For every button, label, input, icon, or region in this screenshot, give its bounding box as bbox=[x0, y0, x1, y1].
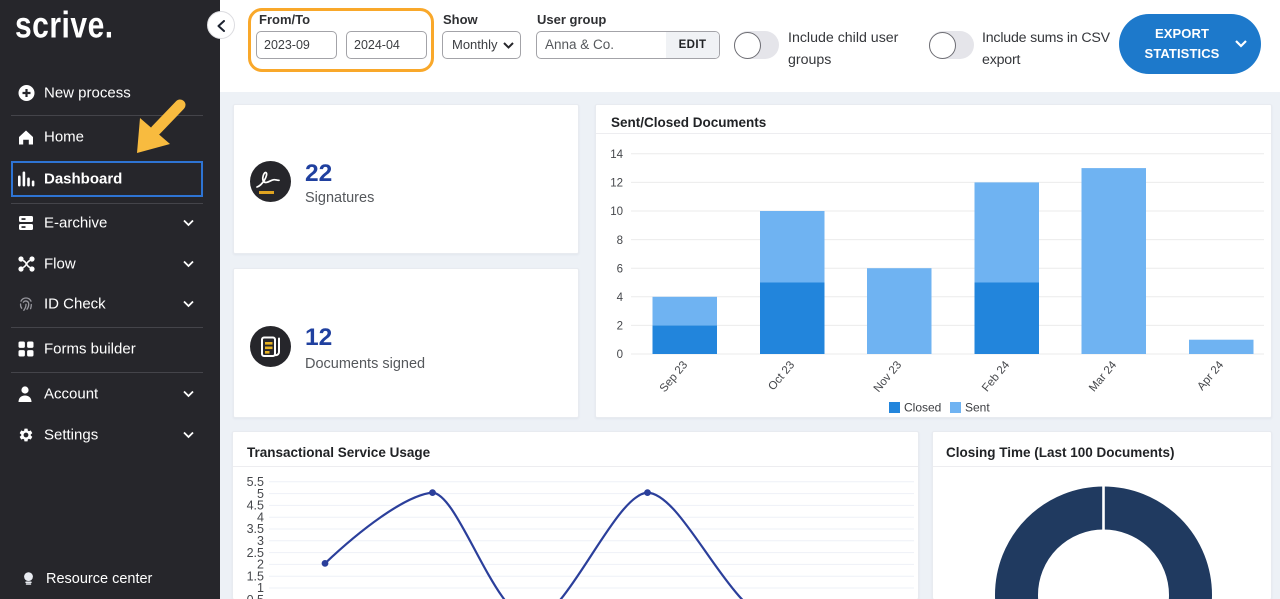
svg-text:Closed: Closed bbox=[904, 401, 941, 415]
svg-text:14: 14 bbox=[610, 149, 623, 161]
svg-text:1.5: 1.5 bbox=[247, 569, 264, 583]
svg-text:Mar 24: Mar 24 bbox=[1087, 359, 1120, 395]
svg-text:Nov 23: Nov 23 bbox=[872, 359, 905, 395]
svg-text:6: 6 bbox=[617, 264, 623, 276]
svg-text:12: 12 bbox=[610, 178, 623, 190]
svg-text:Sent: Sent bbox=[965, 401, 990, 415]
svg-text:10: 10 bbox=[610, 206, 623, 218]
svg-text:3: 3 bbox=[257, 534, 264, 548]
svg-text:4.5: 4.5 bbox=[247, 499, 264, 513]
svg-text:1: 1 bbox=[257, 581, 264, 595]
svg-text:2: 2 bbox=[257, 558, 264, 572]
svg-text:2: 2 bbox=[617, 321, 623, 333]
svg-text:2.5: 2.5 bbox=[247, 546, 264, 560]
svg-text:4: 4 bbox=[257, 510, 264, 524]
svg-text:4: 4 bbox=[617, 292, 624, 304]
svg-text:0: 0 bbox=[617, 349, 623, 361]
svg-text:Feb 24: Feb 24 bbox=[980, 359, 1013, 395]
svg-text:Oct 23: Oct 23 bbox=[766, 359, 797, 393]
svg-text:8: 8 bbox=[617, 235, 623, 247]
svg-text:5.5: 5.5 bbox=[247, 475, 264, 489]
svg-text:Apr 24: Apr 24 bbox=[1195, 359, 1226, 393]
svg-text:Sep 23: Sep 23 bbox=[658, 359, 691, 395]
svg-text:0.5: 0.5 bbox=[247, 593, 264, 599]
svg-text:3.5: 3.5 bbox=[247, 522, 264, 536]
svg-text:5: 5 bbox=[257, 487, 264, 501]
